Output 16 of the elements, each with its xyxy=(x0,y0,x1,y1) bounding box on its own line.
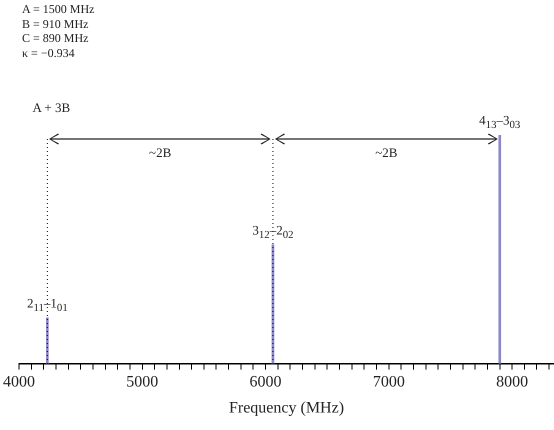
x-axis-title: Frequency (MHz) xyxy=(228,400,344,417)
x-tick-label: 8000 xyxy=(496,373,528,390)
ref-line-label: A + 3B xyxy=(32,100,70,115)
text: B = 910 MHz xyxy=(22,16,90,31)
annotation: ~2B xyxy=(149,145,172,160)
x-tick-label: 4000 xyxy=(3,373,35,390)
x-tick-label: 6000 xyxy=(250,373,282,390)
annotation: 2$_{11}$–1$_{01}$ xyxy=(26,295,68,316)
text: κ = −0.934 xyxy=(22,46,76,60)
x-tick-label: 5000 xyxy=(126,373,158,390)
annotation: ~2B xyxy=(375,145,398,160)
text: C = 890 MHz xyxy=(22,31,90,46)
annotation: 3$_{12}$–2$_{02}$ xyxy=(252,222,294,243)
annotation: 4$_{13}$–3$_{03}$ xyxy=(479,112,520,133)
text: A = 1500 MHz xyxy=(22,2,94,16)
x-tick-label: 7000 xyxy=(372,373,405,390)
